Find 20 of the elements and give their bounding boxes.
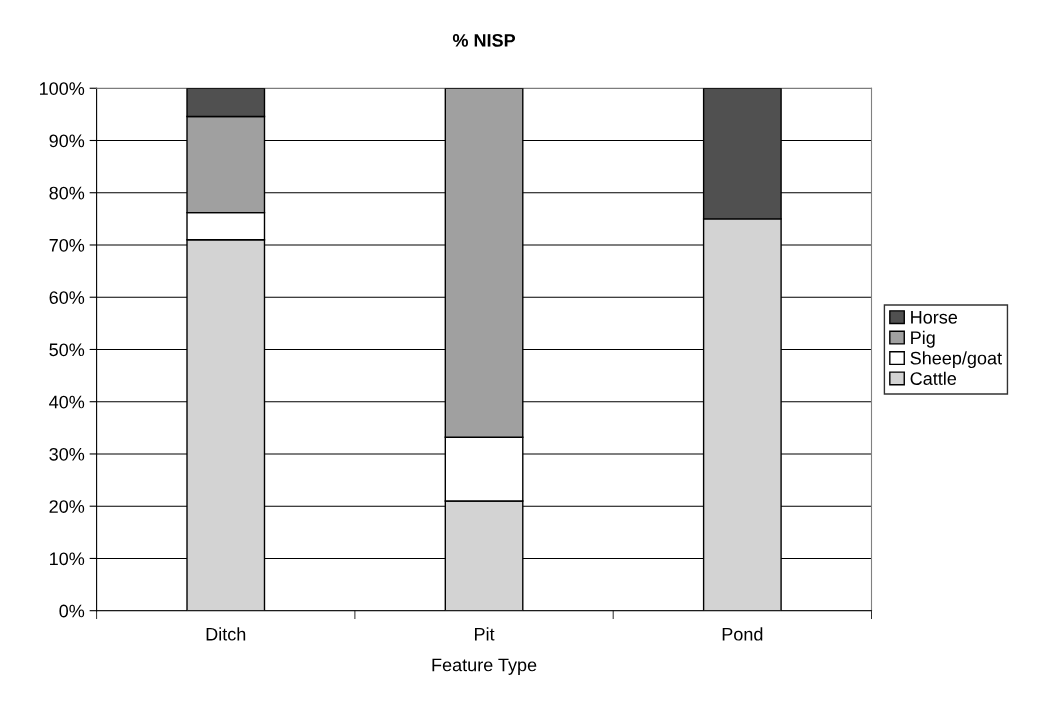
y-tick-label: 70% — [49, 238, 85, 252]
y-tick-label: 60% — [49, 291, 85, 304]
legend-label: Horse — [911, 311, 958, 324]
legend-label: Sheep/goat — [910, 351, 1002, 369]
y-tick-label: 100% — [39, 82, 85, 95]
y-tick-label: 80% — [49, 186, 85, 200]
y-tick-label: 10% — [50, 552, 85, 566]
y-tick-label: 0% — [59, 604, 85, 618]
x-axis-title: Feature Type — [432, 658, 537, 675]
y-tick-label: 90% — [49, 134, 85, 148]
x-tick-label: Pond — [722, 627, 763, 641]
y-tick-label: 40% — [49, 395, 85, 409]
legend-label: Cattle — [910, 371, 957, 385]
legend-label: Pig — [911, 330, 935, 348]
chart-title: % NISP — [452, 33, 516, 47]
x-tick-label: Pit — [475, 627, 495, 641]
x-tick-label: Ditch — [206, 627, 246, 641]
y-tick-label: 30% — [49, 447, 85, 461]
y-tick-label: 50% — [49, 343, 85, 357]
y-tick-label: 20% — [49, 500, 85, 513]
